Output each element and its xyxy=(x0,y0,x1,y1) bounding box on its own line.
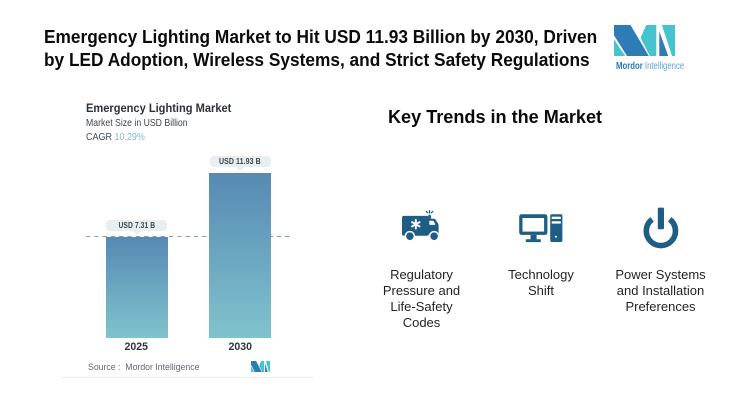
page-title: Emergency Lighting Market to Hit USD 11.… xyxy=(44,27,598,70)
trends-heading: Key Trends in the Market xyxy=(388,107,603,127)
x-axis-label: 2030 xyxy=(228,341,252,353)
pill-pointer xyxy=(132,230,141,235)
power-button-icon xyxy=(643,207,679,249)
logo-word-mordor: Mordor xyxy=(616,60,643,72)
ambulance-icon xyxy=(402,209,440,241)
reference-dashed-line xyxy=(86,235,292,237)
chart-subtitle: Market Size in USD Billion xyxy=(86,117,188,129)
x-axis-label: 2025 xyxy=(124,341,149,353)
bar-value-pill: USD 11.93 B xyxy=(209,156,271,171)
bar-value-pill: USD 7.31 B xyxy=(106,220,168,235)
bar-value-label: USD 11.93 B xyxy=(219,157,261,167)
logo-wordmark: Mordor Intelligence xyxy=(616,60,685,72)
chart-cagr: CAGR 10.29% xyxy=(86,131,145,143)
trend-label-regulatory: Regulatory Pressure and Life-Safety Code… xyxy=(382,266,461,331)
trend-label-technology: Technology Shift xyxy=(508,266,574,298)
desktop-computer-icon xyxy=(519,214,563,243)
mini-mordor-logo xyxy=(251,360,270,372)
bar xyxy=(209,172,271,338)
cagr-value: 10.29% xyxy=(114,131,145,143)
bar-value-label: USD 7.31 B xyxy=(118,221,156,231)
chart-title: Emergency Lighting Market xyxy=(86,101,232,115)
pill-pointer xyxy=(236,166,244,171)
chart-source: Source : Mordor Intelligence xyxy=(88,362,200,373)
trend-label-power: Power Systems and Installation Preferenc… xyxy=(615,266,706,314)
chart-bottom-divider xyxy=(62,377,313,378)
bar xyxy=(105,236,168,338)
mordor-intelligence-logo xyxy=(614,25,675,56)
